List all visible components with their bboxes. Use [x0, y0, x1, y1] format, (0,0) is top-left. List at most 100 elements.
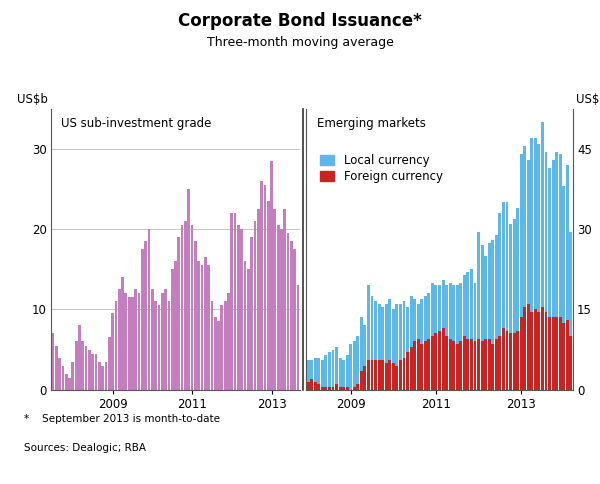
Bar — [95, 353, 97, 390]
Bar — [360, 318, 363, 390]
Bar — [290, 241, 293, 390]
Bar — [111, 314, 114, 390]
Bar — [280, 229, 283, 390]
Bar — [473, 342, 476, 390]
Bar — [104, 362, 107, 390]
Bar — [495, 235, 498, 390]
Bar — [506, 331, 508, 390]
Bar — [65, 374, 68, 390]
Bar — [445, 286, 448, 390]
Bar — [52, 333, 55, 390]
Bar — [484, 339, 487, 390]
Bar — [381, 360, 384, 390]
Bar — [434, 286, 437, 390]
Bar — [502, 202, 505, 390]
Bar — [325, 355, 328, 390]
Bar — [328, 352, 331, 390]
Bar — [377, 360, 380, 390]
Bar — [466, 339, 469, 390]
Bar — [141, 249, 144, 390]
Bar — [145, 241, 147, 390]
Bar — [530, 312, 533, 390]
Bar — [424, 296, 427, 390]
Bar — [367, 360, 370, 390]
Bar — [406, 307, 409, 390]
Bar — [491, 240, 494, 390]
Bar — [321, 360, 324, 390]
Bar — [434, 333, 437, 390]
Bar — [283, 209, 286, 390]
Bar — [184, 221, 187, 390]
Text: US$b: US$b — [576, 93, 600, 106]
Bar — [406, 352, 409, 390]
Bar — [488, 242, 491, 390]
Bar — [154, 302, 157, 390]
Bar — [452, 286, 455, 390]
Bar — [131, 297, 134, 390]
Text: Emerging markets: Emerging markets — [317, 117, 425, 130]
Bar — [167, 302, 170, 390]
Bar — [499, 213, 502, 390]
Bar — [456, 286, 459, 390]
Bar — [548, 168, 551, 390]
Bar — [527, 160, 530, 390]
Bar — [512, 333, 515, 390]
Bar — [395, 304, 398, 390]
Bar — [121, 277, 124, 390]
Bar — [541, 122, 544, 390]
Bar — [477, 232, 480, 390]
Bar — [197, 261, 200, 390]
Bar — [158, 305, 160, 390]
Bar — [200, 265, 203, 390]
Bar — [516, 331, 519, 390]
Bar — [427, 293, 430, 390]
Bar — [559, 318, 562, 390]
Bar — [551, 318, 554, 390]
Bar — [548, 318, 551, 390]
Bar — [349, 344, 352, 390]
Bar — [569, 232, 572, 390]
Bar — [481, 245, 484, 390]
Bar — [310, 379, 313, 390]
Bar — [534, 138, 537, 390]
Bar — [491, 344, 494, 390]
Bar — [98, 362, 101, 390]
Bar — [506, 202, 508, 390]
Bar — [346, 387, 349, 390]
Bar — [128, 297, 131, 390]
Bar — [367, 286, 370, 390]
Bar — [230, 213, 233, 390]
Bar — [364, 325, 367, 390]
Bar — [224, 302, 227, 390]
Bar — [399, 304, 402, 390]
Bar — [431, 283, 434, 390]
Bar — [392, 309, 395, 390]
Bar — [438, 331, 441, 390]
Bar — [559, 154, 562, 390]
Bar — [484, 256, 487, 390]
Bar — [541, 307, 544, 390]
Bar — [115, 302, 117, 390]
Bar — [520, 154, 523, 390]
Bar — [138, 293, 140, 390]
Bar — [530, 138, 533, 390]
Bar — [392, 363, 395, 390]
Bar — [346, 355, 349, 390]
Bar — [174, 261, 177, 390]
Bar — [78, 325, 81, 390]
Bar — [566, 165, 569, 390]
Bar — [545, 151, 547, 390]
Bar — [477, 339, 480, 390]
Bar — [178, 237, 180, 390]
Text: Three-month moving average: Three-month moving average — [206, 36, 394, 49]
Bar — [68, 378, 71, 390]
Bar — [388, 299, 391, 390]
Bar — [85, 346, 88, 390]
Bar — [569, 336, 572, 390]
Bar — [442, 280, 445, 390]
Bar — [385, 363, 388, 390]
Bar — [332, 349, 334, 390]
Bar — [250, 237, 253, 390]
Bar — [335, 384, 338, 390]
Bar — [413, 299, 416, 390]
